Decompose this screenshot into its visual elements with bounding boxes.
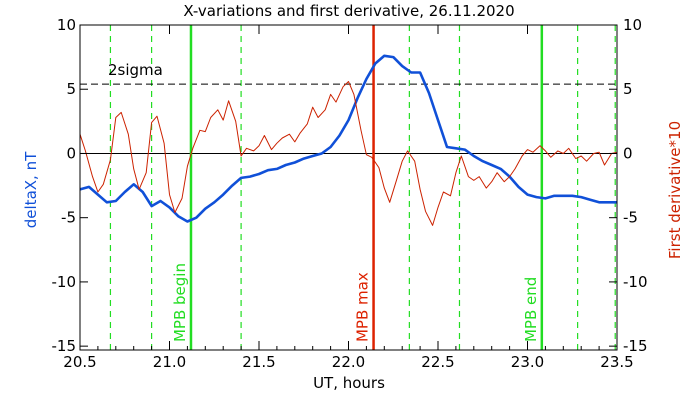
marker-label-mpb-begin: MPB begin: [171, 263, 189, 342]
series-line-derivative: [79, 81, 618, 226]
x-tick-label-5: 23.0: [511, 353, 544, 371]
x-tick-label-0: 20.5: [63, 353, 96, 371]
y-axis-label-right: First derivative*10: [666, 121, 684, 259]
y-tick-label-left-5: -15: [52, 337, 77, 355]
x-tick-label-3: 22.0: [332, 353, 365, 371]
y-tick-label-right-0: 10: [623, 16, 642, 34]
y-tick-label-right-5: -15: [623, 337, 648, 355]
x-axis-label: UT, hours: [313, 374, 385, 392]
y-tick-label-right-3: -5: [623, 209, 638, 227]
marker-label-mpb-max: MPB max: [354, 272, 372, 342]
y-tick-label-left-3: -5: [61, 209, 76, 227]
marker-label-mpb-end: MPB end: [522, 277, 540, 342]
y-tick-label-left-2: 0: [66, 144, 76, 162]
y-tick-label-left-1: 5: [66, 80, 76, 98]
y-tick-label-right-1: 5: [623, 80, 633, 98]
x-tick-label-2: 21.5: [242, 353, 275, 371]
x-tick-label-1: 21.0: [153, 353, 186, 371]
series-line-deltax: [79, 54, 617, 223]
reference-line-label-2sigma: 2sigma: [108, 61, 163, 79]
chart-title: X-variations and first derivative, 26.11…: [183, 2, 514, 20]
y-tick-label-right-4: -10: [623, 273, 648, 291]
y-tick-label-left-4: -10: [52, 273, 77, 291]
x-tick-label-6: 23.5: [600, 353, 633, 371]
x-tick-label-4: 22.5: [421, 353, 454, 371]
y-tick-label-right-2: 0: [623, 144, 633, 162]
y-axis-label-left: deltaX, nT: [22, 151, 40, 228]
y-tick-label-left-0: 10: [57, 16, 76, 34]
